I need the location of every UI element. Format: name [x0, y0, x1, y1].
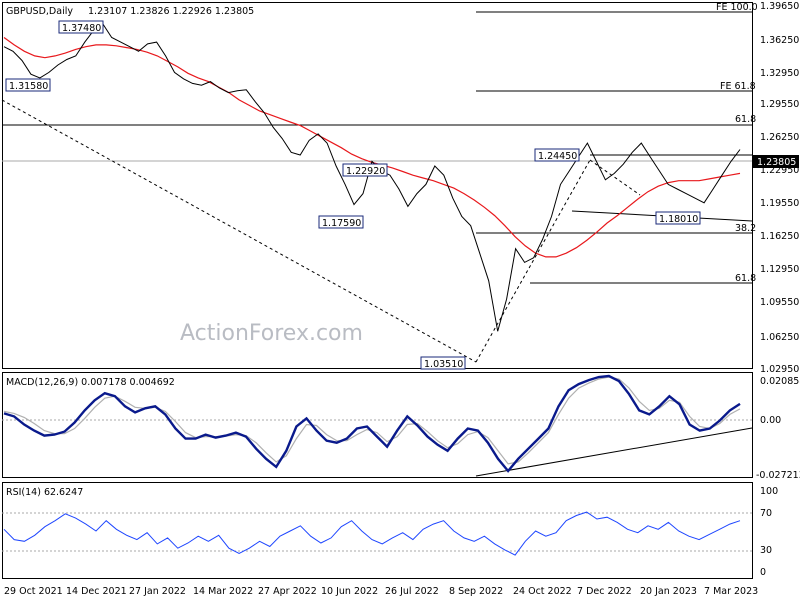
current-price-tag — [753, 155, 799, 168]
x-tick: 20 Jan 2023 — [640, 586, 697, 597]
trendline-dashed — [589, 159, 641, 196]
annotation-label: 1.37480 — [58, 20, 104, 34]
annotation-label: 1.24450 — [534, 148, 580, 162]
annotation-text: 1.18010 — [659, 214, 698, 225]
trendline-dashed — [475, 159, 591, 363]
x-axis: 29 Oct 2021 14 Dec 2021 27 Jan 2022 14 M… — [4, 586, 758, 597]
annotation-text: 1.37480 — [62, 23, 101, 34]
level-label: 61.8 — [735, 114, 756, 125]
annotation-box — [318, 215, 364, 229]
macd-line — [3, 374, 741, 473]
rsi-line — [3, 511, 741, 556]
price-line — [3, 22, 741, 332]
moving-average-line — [3, 37, 741, 258]
macd-title: MACD(12,26,9) 0.007178 0.004692 — [6, 377, 175, 388]
annotation-label: 1.17590 — [318, 215, 364, 229]
annotation-label: 1.31580 — [5, 78, 51, 92]
current-price-text: 1.23805 — [757, 157, 796, 168]
annotation-box — [655, 211, 701, 225]
rsi-panel[interactable] — [2, 482, 753, 579]
y-tick: 30 — [760, 545, 772, 556]
y-tick: -0.027213 — [756, 470, 800, 481]
x-tick: 24 Oct 2022 — [513, 586, 572, 597]
y-tick: 1.19550 — [760, 198, 799, 209]
level-label: 38.2 — [735, 223, 756, 234]
annotation-text: 1.31580 — [9, 81, 48, 92]
y-tick: 0 — [760, 567, 766, 578]
y-tick: 1.36250 — [760, 35, 799, 46]
x-tick: 27 Apr 2022 — [258, 586, 317, 597]
watermark: ActionForex.com — [180, 321, 363, 346]
level-label: FE 61.8 — [720, 81, 756, 92]
x-tick: 14 Mar 2022 — [193, 586, 253, 597]
annotation-text: 1.17590 — [322, 218, 361, 229]
y-tick: 100 — [760, 486, 778, 497]
y-tick: 1.32950 — [760, 68, 799, 79]
header-ohlc: 1.23107 1.23826 1.22926 1.23805 — [88, 6, 254, 17]
trendline-dashed — [1, 99, 477, 363]
y-tick: 1.22950 — [760, 165, 799, 176]
rsi-y-axis: 100 70 30 0 — [760, 486, 778, 578]
y-tick: 1.12950 — [760, 264, 799, 275]
y-tick: 1.26250 — [760, 132, 799, 143]
y-tick: 0.020858 — [760, 376, 800, 387]
annotation-box — [58, 20, 104, 34]
x-tick: 8 Sep 2022 — [449, 586, 503, 597]
y-tick: 1.39650 — [760, 1, 799, 12]
y-tick: 1.02950 — [760, 364, 799, 375]
x-tick: 26 Jul 2022 — [385, 586, 439, 597]
x-tick: 27 Jan 2022 — [129, 586, 186, 597]
level-lines: FE 100.0 FE 61.8 61.8 38.2 61.8 — [2, 2, 758, 284]
y-tick: 1.16250 — [760, 231, 799, 242]
x-tick: 14 Dec 2021 — [66, 586, 127, 597]
y-tick: 70 — [760, 508, 772, 519]
x-tick: 29 Oct 2021 — [4, 586, 63, 597]
y-tick: 1.29550 — [760, 99, 799, 110]
x-tick: 7 Dec 2022 — [577, 586, 632, 597]
trendlines — [1, 99, 753, 477]
level-label: FE 100.0 — [716, 2, 758, 13]
y-tick: 0.00 — [760, 415, 781, 426]
macd-y-axis: 0.020858 0.00 -0.027213 — [756, 376, 800, 481]
annotations: 1.37480 1.31580 1.22920 1.17590 1.03510 … — [5, 20, 701, 370]
y-tick: 1.09550 — [760, 297, 799, 308]
price-panel[interactable] — [2, 2, 753, 369]
x-tick: 7 Mar 2023 — [704, 586, 758, 597]
header-symbol: GBPUSD,Daily — [6, 6, 73, 17]
annotation-label: 1.03510 — [420, 356, 466, 370]
macd-panel[interactable] — [2, 372, 753, 478]
annotation-box — [420, 356, 466, 370]
annotation-text: 1.24450 — [538, 151, 577, 162]
annotation-label: 1.18010 — [655, 211, 701, 225]
annotation-box — [342, 163, 388, 177]
x-tick: 10 Jun 2022 — [321, 586, 378, 597]
macd-trendline — [475, 427, 753, 477]
annotation-box — [534, 148, 580, 162]
level-label: 61.8 — [735, 273, 756, 284]
price-y-axis: 1.39650 1.36250 1.32950 1.29550 1.26250 … — [760, 1, 799, 375]
annotation-label: 1.22920 — [342, 163, 388, 177]
annotation-text: 1.22920 — [346, 166, 385, 177]
annotation-box — [5, 78, 51, 92]
rsi-title: RSI(14) 62.6247 — [6, 487, 83, 498]
y-tick: 1.06250 — [760, 332, 799, 343]
annotation-text: 1.03510 — [424, 359, 463, 370]
